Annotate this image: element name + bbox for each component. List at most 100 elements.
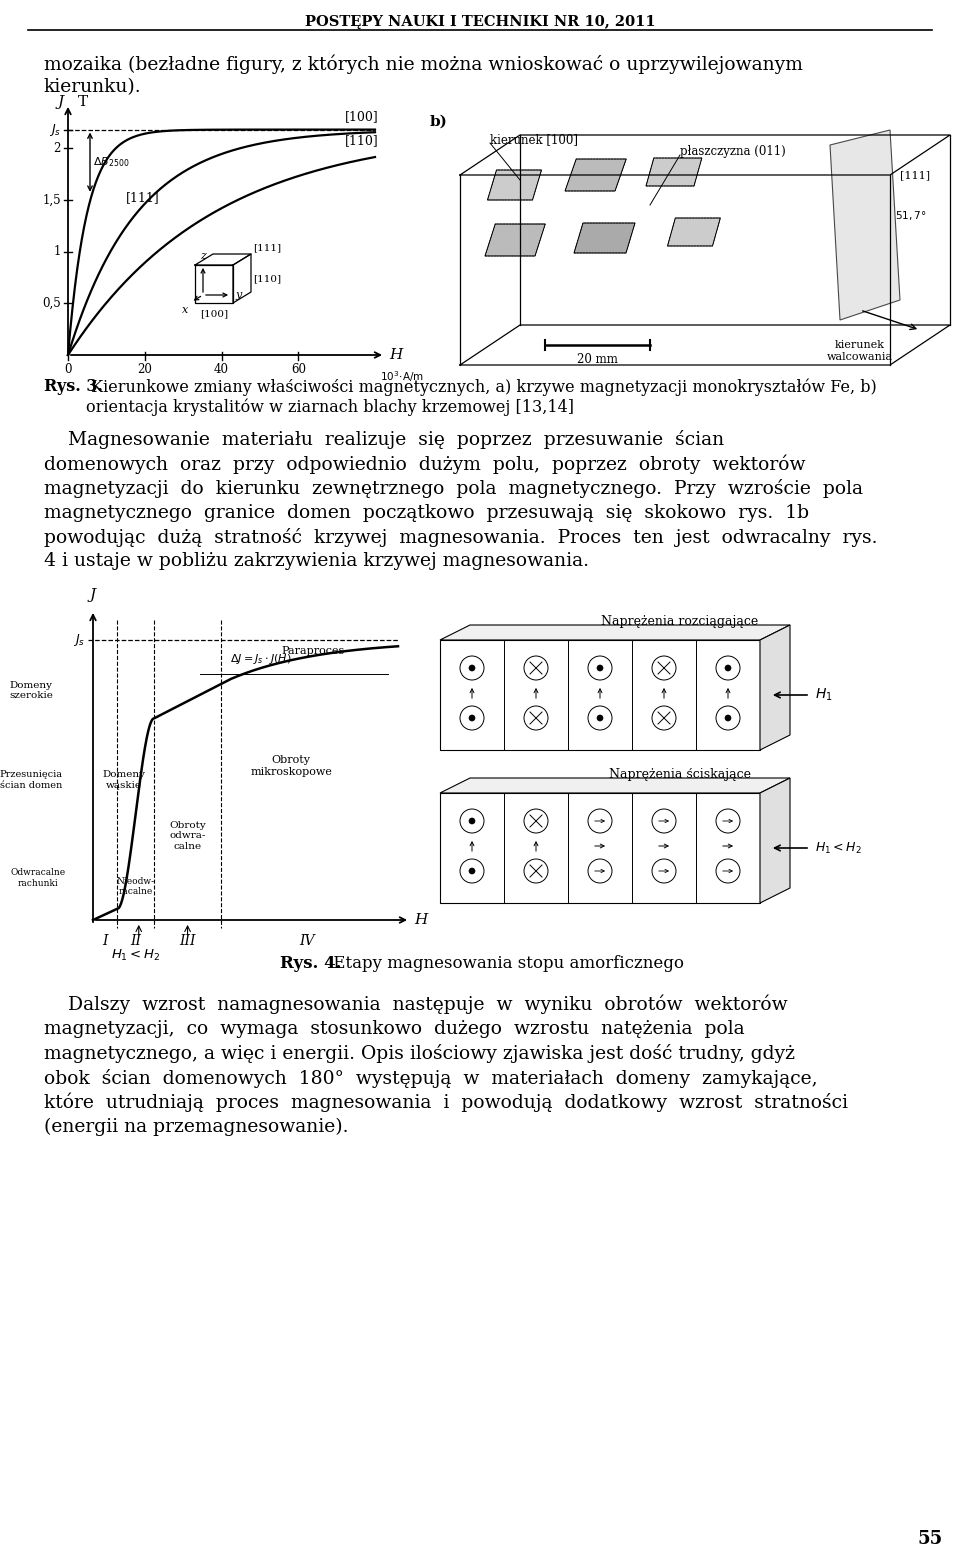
Text: [111]: [111]	[900, 171, 930, 180]
Text: Domeny
szerokie: Domeny szerokie	[9, 681, 53, 700]
Circle shape	[460, 656, 484, 681]
Text: Dalszy  wzrost  namagnesowania  następuje  w  wyniku  obrotów  wektorów: Dalszy wzrost namagnesowania następuje w…	[44, 995, 787, 1014]
Text: [100]: [100]	[200, 308, 228, 318]
Circle shape	[716, 656, 740, 681]
Text: które  utrudniają  proces  magnesowania  i  powodują  dodatkowy  wzrost  stratno: które utrudniają proces magnesowania i p…	[44, 1092, 848, 1113]
Circle shape	[524, 706, 548, 729]
Text: IV: IV	[299, 934, 314, 948]
Text: mozaika (bezładne figury, z których nie można wnioskować o uprzywilejowanym: mozaika (bezładne figury, z których nie …	[44, 55, 803, 75]
Circle shape	[460, 859, 484, 883]
Text: y: y	[235, 290, 241, 300]
Text: III: III	[180, 934, 196, 948]
Text: I: I	[103, 934, 108, 948]
Polygon shape	[440, 778, 790, 793]
Polygon shape	[485, 224, 545, 257]
Text: Obroty
odwra-
calne: Obroty odwra- calne	[169, 822, 206, 851]
Circle shape	[469, 665, 475, 671]
Circle shape	[652, 706, 676, 729]
Text: obok  ścian  domenowych  180°  występują  w  materiałach  domeny  zamykające,: obok ścian domenowych 180° występują w m…	[44, 1069, 818, 1088]
Text: Odwracalne
rachunki: Odwracalne rachunki	[11, 869, 65, 887]
Text: kierunek [100]: kierunek [100]	[490, 133, 578, 146]
Text: II: II	[131, 934, 141, 948]
Text: płaszczyzna (011): płaszczyzna (011)	[680, 146, 785, 158]
Circle shape	[460, 809, 484, 833]
Polygon shape	[830, 130, 900, 319]
Text: Przesunięcia
ścian domen: Przesunięcia ścian domen	[0, 770, 62, 790]
Text: Nieodw-
racalne: Nieodw- racalne	[116, 876, 155, 897]
Circle shape	[460, 706, 484, 729]
Circle shape	[588, 809, 612, 833]
Text: $\Delta J = J_s \cdot J(H)$: $\Delta J = J_s \cdot J(H)$	[230, 651, 292, 665]
Text: 40: 40	[214, 363, 229, 376]
Circle shape	[652, 656, 676, 681]
Circle shape	[469, 869, 475, 873]
Text: kierunku).: kierunku).	[44, 78, 142, 95]
Text: 20: 20	[137, 363, 153, 376]
Text: 1: 1	[54, 246, 61, 258]
Circle shape	[725, 715, 731, 721]
Text: [111]: [111]	[126, 191, 159, 205]
Circle shape	[588, 859, 612, 883]
Polygon shape	[760, 778, 790, 903]
Text: J: J	[90, 588, 96, 603]
Text: kierunek
walcowania: kierunek walcowania	[827, 340, 893, 362]
Text: Obroty
mikroskopowe: Obroty mikroskopowe	[251, 756, 332, 776]
Text: POSTĘPY NAUKI I TECHNIKI NR 10, 2011: POSTĘPY NAUKI I TECHNIKI NR 10, 2011	[304, 16, 656, 30]
Text: 0,5: 0,5	[42, 297, 61, 310]
Text: [110]: [110]	[345, 135, 379, 147]
Text: b): b)	[430, 114, 448, 128]
Text: $J_s$: $J_s$	[73, 632, 85, 648]
Polygon shape	[440, 624, 790, 640]
Text: powodując  dużą  stratność  krzywej  magnesowania.  Proces  ten  jest  odwracaln: powodując dużą stratność krzywej magneso…	[44, 527, 877, 548]
Text: Rys. 3.: Rys. 3.	[44, 379, 103, 394]
Circle shape	[652, 859, 676, 883]
Circle shape	[716, 859, 740, 883]
Circle shape	[716, 809, 740, 833]
Circle shape	[524, 809, 548, 833]
Text: [100]: [100]	[345, 111, 379, 124]
Text: z: z	[200, 250, 206, 261]
Text: $H_1 < H_2$: $H_1 < H_2$	[815, 840, 862, 856]
Text: H: H	[389, 347, 402, 362]
Text: $10^3 \!\cdot\! \mathrm{A/m}$: $10^3 \!\cdot\! \mathrm{A/m}$	[380, 369, 424, 383]
Text: $J_s$: $J_s$	[49, 122, 61, 138]
Text: Kierunkowe zmiany właściwości magnetycznych, a) krzywe magnetyzacji monokryształ: Kierunkowe zmiany właściwości magnetyczn…	[86, 379, 876, 416]
Text: magnetycznego, a więc i energii. Opis ilościowy zjawiska jest dość trudny, gdyż: magnetycznego, a więc i energii. Opis il…	[44, 1044, 795, 1063]
Text: Etapy magnesowania stopu amorficznego: Etapy magnesowania stopu amorficznego	[328, 955, 684, 972]
Circle shape	[597, 665, 603, 671]
Text: H: H	[414, 912, 427, 926]
Polygon shape	[440, 640, 760, 750]
Text: magnetyzacji  do  kierunku  zewnętrznego  pola  magnetycznego.  Przy  wzroście  : magnetyzacji do kierunku zewnętrznego po…	[44, 479, 863, 498]
Text: Magnesowanie  materiału  realizuje  się  poprzez  przesuwanie  ścian: Magnesowanie materiału realizuje się pop…	[44, 430, 724, 449]
Text: $51,7°$: $51,7°$	[895, 208, 926, 222]
Circle shape	[524, 656, 548, 681]
Polygon shape	[760, 624, 790, 750]
Text: (energii na przemagnesowanie).: (energii na przemagnesowanie).	[44, 1117, 348, 1136]
Text: x: x	[181, 305, 188, 315]
Text: magnetycznego  granice  domen  początkowo  przesuwają  się  skokowo  rys.  1b: magnetycznego granice domen początkowo p…	[44, 504, 809, 521]
Circle shape	[597, 715, 603, 721]
Polygon shape	[574, 222, 635, 254]
Text: Rys. 4.: Rys. 4.	[280, 955, 342, 972]
Circle shape	[469, 715, 475, 721]
Text: T: T	[78, 95, 88, 110]
Text: 2: 2	[54, 142, 61, 155]
Circle shape	[725, 665, 731, 671]
Text: 60: 60	[291, 363, 305, 376]
Text: Naprężenia ściskające: Naprężenia ściskające	[609, 768, 751, 781]
Circle shape	[716, 706, 740, 729]
Circle shape	[652, 809, 676, 833]
Text: magnetyzacji,  co  wymaga  stosunkowo  dużego  wzrostu  natężenia  pola: magnetyzacji, co wymaga stosunkowo dużeg…	[44, 1019, 745, 1038]
Circle shape	[469, 818, 475, 825]
Polygon shape	[565, 160, 626, 191]
Text: $H_1 < H_2$: $H_1 < H_2$	[111, 948, 160, 962]
Text: Paraproces: Paraproces	[281, 646, 345, 656]
Text: 20 mm: 20 mm	[577, 354, 618, 366]
Text: $\Delta B_{2500}$: $\Delta B_{2500}$	[93, 155, 130, 169]
Polygon shape	[440, 793, 760, 903]
Circle shape	[524, 859, 548, 883]
Polygon shape	[488, 171, 541, 200]
Text: 1,5: 1,5	[42, 194, 61, 207]
Polygon shape	[646, 158, 702, 186]
Text: J: J	[58, 95, 64, 110]
